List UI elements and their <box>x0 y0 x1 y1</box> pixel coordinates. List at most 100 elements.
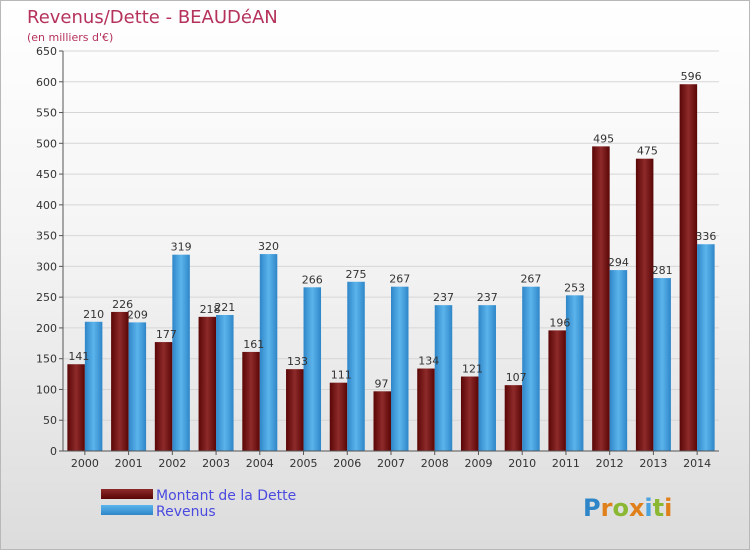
data-label-dette: 111 <box>331 369 352 382</box>
data-label-revenus: 253 <box>564 281 585 294</box>
data-label-revenus: 336 <box>695 230 716 243</box>
data-label-dette: 107 <box>506 371 527 384</box>
data-label-revenus: 320 <box>258 240 279 253</box>
legend: Montant de la Dette Revenus <box>101 488 296 520</box>
data-label-revenus: 237 <box>477 291 498 304</box>
bar-dette <box>679 84 698 451</box>
logo-letter: i <box>644 494 652 522</box>
data-label-dette: 97 <box>375 377 389 390</box>
data-label-revenus: 267 <box>520 273 541 286</box>
bar-dette <box>504 385 523 451</box>
bar-revenus <box>609 270 628 451</box>
x-tick-label: 2009 <box>464 457 492 470</box>
data-label-dette: 133 <box>287 355 308 368</box>
x-tick-label: 2004 <box>246 457 274 470</box>
logo-letter: i <box>664 494 672 522</box>
bar-dette <box>154 342 173 451</box>
bar-dette <box>329 382 348 451</box>
data-label-dette: 196 <box>549 316 570 329</box>
x-axis-ticks: 2000 2001 2002 2003 2004 2005 2006 2007 2008 2009… <box>71 451 711 470</box>
bar-revenus <box>347 281 365 451</box>
bar-revenus <box>565 295 584 451</box>
x-tick-label: 2007 <box>377 457 405 470</box>
logo-letter: o <box>612 494 629 522</box>
logo-letter: t <box>653 494 664 522</box>
data-label-revenus: 266 <box>302 273 323 286</box>
bar-dette <box>198 316 217 451</box>
bar-revenus <box>478 305 496 451</box>
bar-dette <box>417 368 435 451</box>
y-tick-label: 450 <box>36 168 57 181</box>
bar-revenus <box>653 278 671 451</box>
bar-dette <box>373 391 391 451</box>
bar-revenus <box>697 244 715 451</box>
y-tick-label: 50 <box>43 414 57 427</box>
bar-revenus <box>128 322 147 451</box>
y-tick-label: 250 <box>36 291 57 304</box>
bar-dette <box>111 311 129 451</box>
x-tick-label: 2003 <box>202 457 230 470</box>
bar-revenus <box>259 254 278 451</box>
data-label-revenus: 210 <box>83 308 104 321</box>
data-label-revenus: 319 <box>171 241 192 254</box>
data-label-dette: 218 <box>200 303 221 316</box>
data-label-dette: 121 <box>462 363 483 376</box>
data-label-revenus: 221 <box>214 301 235 314</box>
logo-letter: x <box>629 494 645 522</box>
y-tick-label: 550 <box>36 107 57 120</box>
y-tick-label: 300 <box>36 260 57 273</box>
y-tick-label: 400 <box>36 199 57 212</box>
bar-revenus <box>303 287 322 451</box>
data-label-revenus: 267 <box>389 273 410 286</box>
legend-label-debt: Montant de la Dette <box>156 488 296 504</box>
chart-subtitle: (en milliers d'€) <box>27 31 113 44</box>
data-label-revenus: 275 <box>346 268 367 281</box>
x-tick-label: 2013 <box>639 457 667 470</box>
x-tick-label: 2012 <box>596 457 624 470</box>
data-label-dette: 177 <box>156 328 177 341</box>
x-tick-label: 2001 <box>115 457 143 470</box>
bar-dette <box>548 330 566 451</box>
chart-title: Revenus/Dette - BEAUDéAN <box>27 7 278 28</box>
data-label-revenus: 281 <box>652 264 673 277</box>
x-tick-label: 2002 <box>158 457 186 470</box>
logo-letter: r <box>601 494 613 522</box>
bar-dette <box>286 369 304 451</box>
bars <box>67 84 715 451</box>
legend-swatch-revenus <box>101 505 153 515</box>
data-label-dette: 475 <box>637 145 658 158</box>
x-tick-label: 2010 <box>508 457 536 470</box>
data-label-dette: 134 <box>418 355 439 368</box>
brand-logo: Proxiti <box>583 494 672 522</box>
y-tick-label: 200 <box>36 322 57 335</box>
bar-revenus <box>391 286 409 451</box>
data-label-revenus: 237 <box>433 291 454 304</box>
bar-revenus <box>172 254 190 451</box>
x-tick-label: 2014 <box>683 457 711 470</box>
legend-label-revenus: Revenus <box>156 504 216 520</box>
y-tick-label: 500 <box>36 137 57 150</box>
bar-dette <box>592 146 610 451</box>
data-label-revenus: 294 <box>608 256 629 269</box>
data-label-dette: 226 <box>112 298 133 311</box>
bar-revenus <box>434 305 453 451</box>
x-tick-label: 2008 <box>421 457 449 470</box>
bar-dette <box>460 376 479 451</box>
bar-revenus <box>216 315 234 451</box>
y-tick-label: 600 <box>36 76 57 89</box>
bar-dette <box>635 158 654 451</box>
x-tick-label: 2006 <box>333 457 361 470</box>
data-label-dette: 161 <box>243 338 264 351</box>
y-tick-label: 0 <box>50 445 57 458</box>
bar-revenus <box>84 321 103 451</box>
brand-logo-text: Proxiti <box>583 494 672 522</box>
data-label-dette: 141 <box>68 350 89 363</box>
data-label-dette: 596 <box>681 70 702 83</box>
legend-swatch-debt <box>101 489 153 499</box>
data-label-dette: 495 <box>593 132 614 145</box>
x-tick-label: 2005 <box>290 457 318 470</box>
y-tick-label: 650 <box>36 45 57 58</box>
